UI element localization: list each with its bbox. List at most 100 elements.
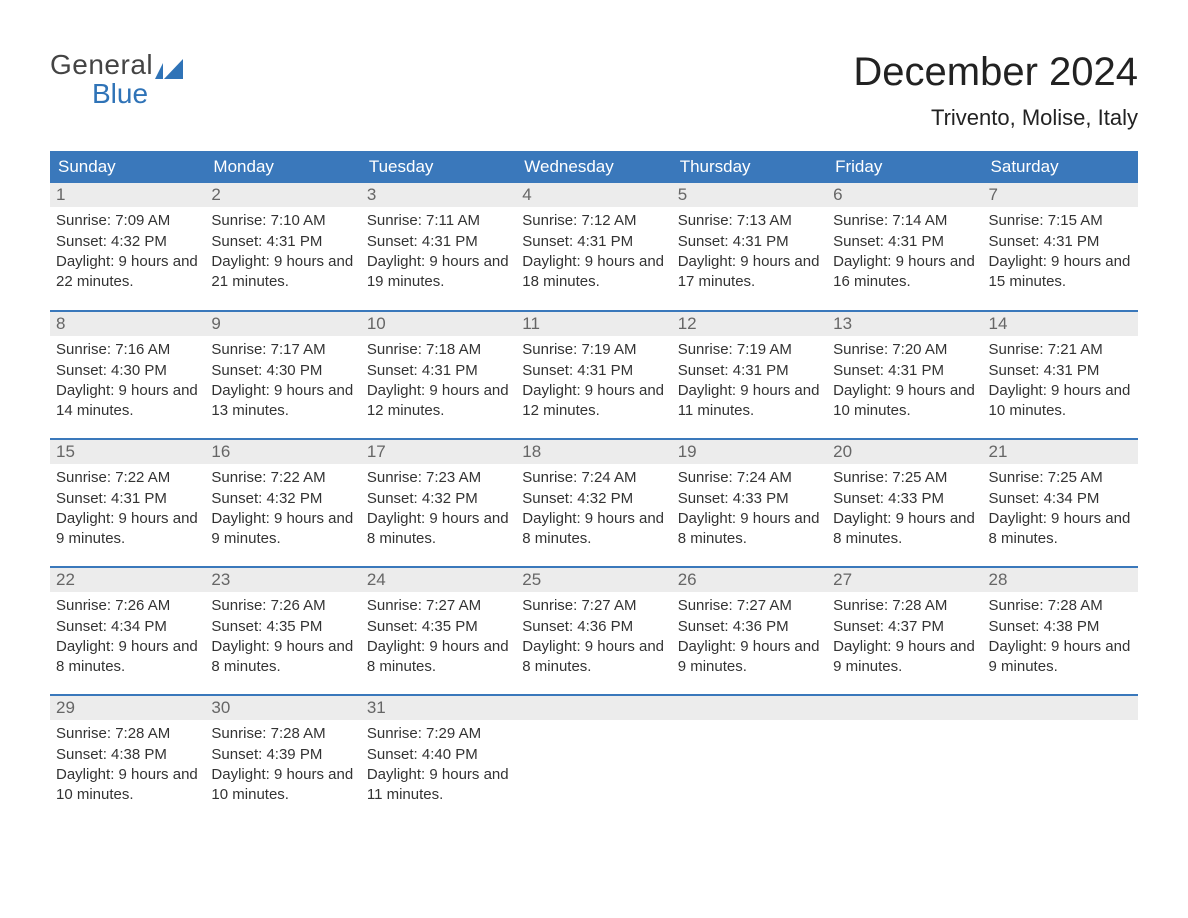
sunrise-text: Sunrise: 7:28 AM [56,724,199,744]
day-number: 24 [367,570,386,589]
day-number: 25 [522,570,541,589]
brand-word-1: General [50,50,153,79]
calendar-day-cell: 12Sunrise: 7:19 AMSunset: 4:31 PMDayligh… [672,311,827,439]
sunrise-text: Sunrise: 7:15 AM [989,211,1132,231]
calendar-week-row: 8Sunrise: 7:16 AMSunset: 4:30 PMDaylight… [50,311,1138,439]
calendar-day-cell: 27 Sunrise: 7:28 AMSunset: 4:37 PMDayligh… [827,567,982,695]
calendar-day-cell: 13Sunrise: 7:20 AMSunset: 4:31 PMDayligh… [827,311,982,439]
weekday-header: Saturday [983,151,1138,183]
day-number: 17 [367,442,386,461]
sunset-text: Sunset: 4:31 PM [211,232,354,252]
daylight-text: Daylight: 9 hours and 9 minutes. [678,637,821,678]
daylight-text: Daylight: 9 hours and 18 minutes. [522,252,665,293]
calendar-day-cell: . [983,695,1138,823]
daylight-text: Daylight: 9 hours and 9 minutes. [989,637,1132,678]
sunrise-text: Sunrise: 7:19 AM [678,340,821,360]
calendar-week-row: 15Sunrise: 7:22 AMSunset: 4:31 PMDayligh… [50,439,1138,567]
sunset-text: Sunset: 4:33 PM [833,489,976,509]
sunset-text: Sunset: 4:31 PM [678,361,821,381]
title-block: December 2024 Trivento, Molise, Italy [853,50,1138,131]
daylight-text: Daylight: 9 hours and 8 minutes. [367,637,510,678]
calendar-day-cell: 1Sunrise: 7:09 AMSunset: 4:32 PMDaylight… [50,183,205,311]
day-number: 4 [522,185,531,204]
calendar-day-cell: 29Sunrise: 7:28 AMSunset: 4:38 PMDayligh… [50,695,205,823]
day-number: 19 [678,442,697,461]
daylight-text: Daylight: 9 hours and 13 minutes. [211,381,354,422]
daylight-text: Daylight: 9 hours and 17 minutes. [678,252,821,293]
calendar-day-cell: 23Sunrise: 7:26 AMSunset: 4:35 PMDayligh… [205,567,360,695]
daylight-text: Daylight: 9 hours and 10 minutes. [56,765,199,806]
day-number: 13 [833,314,852,333]
daylight-text: Daylight: 9 hours and 8 minutes. [833,509,976,550]
day-number: 27 [833,570,852,589]
daylight-text: Daylight: 9 hours and 9 minutes. [56,509,199,550]
calendar-body: 1Sunrise: 7:09 AMSunset: 4:32 PMDaylight… [50,183,1138,823]
weekday-header: Wednesday [516,151,671,183]
sunrise-text: Sunrise: 7:28 AM [833,596,976,616]
daylight-text: Daylight: 9 hours and 12 minutes. [522,381,665,422]
day-number: 9 [211,314,220,333]
calendar-day-cell: 11Sunrise: 7:19 AMSunset: 4:31 PMDayligh… [516,311,671,439]
calendar-day-cell: 3Sunrise: 7:11 AMSunset: 4:31 PMDaylight… [361,183,516,311]
daylight-text: Daylight: 9 hours and 14 minutes. [56,381,199,422]
sunset-text: Sunset: 4:31 PM [367,232,510,252]
day-number: 31 [367,698,386,717]
sunrise-text: Sunrise: 7:27 AM [678,596,821,616]
weekday-header: Sunday [50,151,205,183]
daylight-text: Daylight: 9 hours and 10 minutes. [211,765,354,806]
sunrise-text: Sunrise: 7:22 AM [56,468,199,488]
calendar-day-cell: 20Sunrise: 7:25 AMSunset: 4:33 PMDayligh… [827,439,982,567]
calendar-day-cell: 19Sunrise: 7:24 AMSunset: 4:33 PMDayligh… [672,439,827,567]
sunset-text: Sunset: 4:37 PM [833,617,976,637]
day-number: 14 [989,314,1008,333]
sunset-text: Sunset: 4:35 PM [367,617,510,637]
day-number: 21 [989,442,1008,461]
sunrise-text: Sunrise: 7:20 AM [833,340,976,360]
sunrise-text: Sunrise: 7:23 AM [367,468,510,488]
sunrise-text: Sunrise: 7:17 AM [211,340,354,360]
day-number: 23 [211,570,230,589]
sunset-text: Sunset: 4:36 PM [678,617,821,637]
daylight-text: Daylight: 9 hours and 11 minutes. [367,765,510,806]
day-number: 26 [678,570,697,589]
calendar-header-row: SundayMondayTuesdayWednesdayThursdayFrid… [50,151,1138,183]
day-number: 30 [211,698,230,717]
calendar-day-cell: 5Sunrise: 7:13 AMSunset: 4:31 PMDaylight… [672,183,827,311]
brand-word-2: Blue [92,79,183,108]
calendar-day-cell: 15Sunrise: 7:22 AMSunset: 4:31 PMDayligh… [50,439,205,567]
calendar-day-cell: . [516,695,671,823]
daylight-text: Daylight: 9 hours and 19 minutes. [367,252,510,293]
calendar-day-cell: 25Sunrise: 7:27 AMSunset: 4:36 PMDayligh… [516,567,671,695]
calendar-day-cell: 9 Sunrise: 7:17 AMSunset: 4:30 PMDaylight… [205,311,360,439]
day-number: 7 [989,185,998,204]
sunset-text: Sunset: 4:33 PM [678,489,821,509]
daylight-text: Daylight: 9 hours and 8 minutes. [522,509,665,550]
sunrise-text: Sunrise: 7:27 AM [522,596,665,616]
sunrise-text: Sunrise: 7:19 AM [522,340,665,360]
sunrise-text: Sunrise: 7:09 AM [56,211,199,231]
sunset-text: Sunset: 4:40 PM [367,745,510,765]
sunrise-text: Sunrise: 7:25 AM [989,468,1132,488]
weekday-header: Thursday [672,151,827,183]
sunset-text: Sunset: 4:34 PM [989,489,1132,509]
daylight-text: Daylight: 9 hours and 8 minutes. [678,509,821,550]
calendar-day-cell: 18Sunrise: 7:24 AMSunset: 4:32 PMDayligh… [516,439,671,567]
sunset-text: Sunset: 4:31 PM [833,361,976,381]
sunrise-text: Sunrise: 7:16 AM [56,340,199,360]
daylight-text: Daylight: 9 hours and 21 minutes. [211,252,354,293]
calendar-day-cell: 21Sunrise: 7:25 AMSunset: 4:34 PMDayligh… [983,439,1138,567]
sunrise-text: Sunrise: 7:14 AM [833,211,976,231]
day-number: 22 [56,570,75,589]
sunrise-text: Sunrise: 7:25 AM [833,468,976,488]
daylight-text: Daylight: 9 hours and 10 minutes. [989,381,1132,422]
sunset-text: Sunset: 4:38 PM [56,745,199,765]
sunset-text: Sunset: 4:35 PM [211,617,354,637]
calendar-day-cell: 31Sunrise: 7:29 AMSunset: 4:40 PMDayligh… [361,695,516,823]
calendar-week-row: 29Sunrise: 7:28 AMSunset: 4:38 PMDayligh… [50,695,1138,823]
sunset-text: Sunset: 4:30 PM [211,361,354,381]
sunrise-text: Sunrise: 7:12 AM [522,211,665,231]
daylight-text: Daylight: 9 hours and 15 minutes. [989,252,1132,293]
sunset-text: Sunset: 4:36 PM [522,617,665,637]
sunset-text: Sunset: 4:34 PM [56,617,199,637]
daylight-text: Daylight: 9 hours and 9 minutes. [833,637,976,678]
